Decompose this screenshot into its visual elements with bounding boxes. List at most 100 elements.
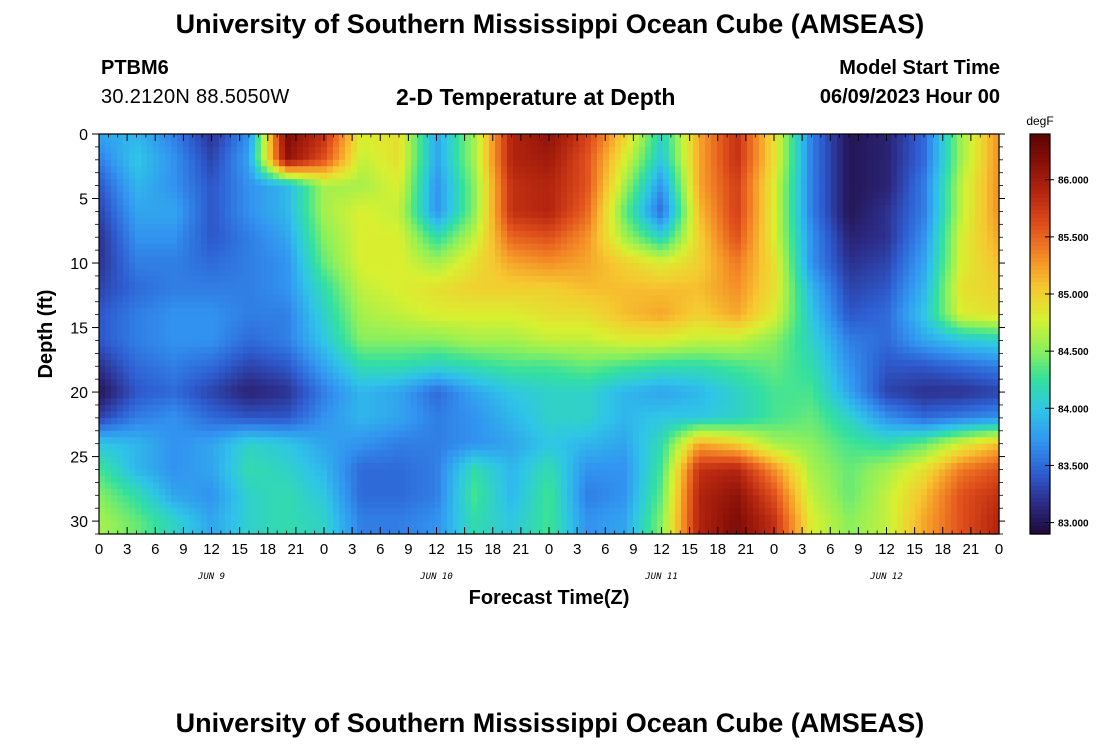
heatmap-cell <box>183 288 190 296</box>
heatmap-cell <box>291 140 298 148</box>
heatmap-cell <box>771 288 778 296</box>
heatmap-cell <box>255 172 262 180</box>
heatmap-cell <box>105 314 112 322</box>
heatmap-cell <box>789 243 796 251</box>
heatmap-cell <box>939 166 946 174</box>
heatmap-cell <box>231 224 238 232</box>
heatmap-cell <box>603 140 610 148</box>
heatmap-cell <box>987 140 994 148</box>
heatmap-cell <box>663 301 670 309</box>
heatmap-cell <box>447 340 454 348</box>
heatmap-cell <box>165 308 172 316</box>
heatmap-cell <box>651 301 658 309</box>
heatmap-cell <box>957 185 964 193</box>
heatmap-cell <box>885 308 892 316</box>
heatmap-cell <box>255 288 262 296</box>
heatmap-cell <box>237 282 244 290</box>
heatmap-cell <box>873 288 880 296</box>
heatmap-cell <box>945 172 952 180</box>
heatmap-cell <box>117 243 124 251</box>
heatmap-cell <box>375 140 382 148</box>
heatmap-cell <box>279 192 286 200</box>
heatmap-cell <box>615 288 622 296</box>
heatmap-cell <box>669 230 676 238</box>
heatmap-cell <box>711 211 718 219</box>
heatmap-cell <box>525 237 532 245</box>
heatmap-cell <box>195 140 202 148</box>
heatmap-cell <box>927 146 934 154</box>
heatmap-cell <box>387 153 394 161</box>
heatmap-cell <box>171 185 178 193</box>
heatmap-cell <box>771 282 778 290</box>
heatmap-cell <box>231 301 238 309</box>
heatmap-cell <box>279 282 286 290</box>
heatmap-cell <box>417 166 424 174</box>
heatmap-cell <box>465 192 472 200</box>
heatmap-cell <box>147 275 154 283</box>
heatmap-cell <box>153 166 160 174</box>
heatmap-cell <box>993 282 1000 290</box>
heatmap-cell <box>849 275 856 283</box>
heatmap-cell <box>483 314 490 322</box>
heatmap-cell <box>813 159 820 167</box>
heatmap-cell <box>921 282 928 290</box>
heatmap-cell <box>933 166 940 174</box>
heatmap-cell <box>909 146 916 154</box>
heatmap-cell <box>537 308 544 316</box>
heatmap-cell <box>723 172 730 180</box>
heatmap-cell <box>837 153 844 161</box>
heatmap-cell <box>915 275 922 283</box>
heatmap-cell <box>567 288 574 296</box>
heatmap-cell <box>993 179 1000 187</box>
heatmap-cell <box>237 295 244 303</box>
heatmap-cell <box>765 146 772 154</box>
heatmap-cell <box>933 295 940 303</box>
heatmap-cell <box>225 256 232 264</box>
heatmap-cell <box>363 159 370 167</box>
heatmap-cell <box>201 204 208 213</box>
heatmap-cell <box>885 166 892 174</box>
heatmap-cell <box>687 263 694 271</box>
heatmap-cell <box>837 327 844 335</box>
heatmap-cell <box>807 301 814 309</box>
heatmap-cell <box>591 198 598 206</box>
heatmap-cell <box>141 250 148 258</box>
heatmap-cell <box>249 346 256 354</box>
heatmap-cell <box>861 327 868 335</box>
heatmap-cell <box>633 166 640 174</box>
heatmap-cell <box>387 308 394 316</box>
heatmap-cell <box>819 237 826 245</box>
heatmap-cell <box>219 166 226 174</box>
heatmap-cell <box>567 340 574 348</box>
heatmap-cell <box>207 243 214 251</box>
heatmap-cell <box>273 250 280 258</box>
heatmap-cell <box>111 185 118 193</box>
heatmap-cell <box>501 134 508 142</box>
heatmap-cell <box>429 192 436 200</box>
heatmap-cell <box>351 314 358 322</box>
heatmap-cell <box>879 198 886 206</box>
heatmap-cell <box>285 301 292 309</box>
heatmap-cell <box>765 321 772 329</box>
heatmap-cell <box>951 217 958 225</box>
heatmap-cell <box>207 134 214 142</box>
heatmap-cell <box>957 179 964 187</box>
heatmap-cell <box>519 288 526 296</box>
heatmap-cell <box>531 282 538 290</box>
heatmap-cell <box>345 327 352 335</box>
heatmap-cell <box>435 263 442 271</box>
heatmap-cell <box>621 159 628 167</box>
heatmap-cell <box>501 275 508 283</box>
heatmap-cell <box>165 211 172 219</box>
heatmap-cell <box>453 153 460 161</box>
heatmap-cell <box>807 166 814 174</box>
heatmap-cell <box>567 250 574 258</box>
heatmap-cell <box>357 198 364 206</box>
heatmap-cell <box>813 321 820 329</box>
heatmap-cell <box>801 166 808 174</box>
heatmap-cell <box>663 204 670 213</box>
heatmap-cell <box>573 185 580 193</box>
heatmap-cell <box>333 340 340 348</box>
heatmap-cell <box>291 211 298 219</box>
heatmap-cell <box>453 224 460 232</box>
